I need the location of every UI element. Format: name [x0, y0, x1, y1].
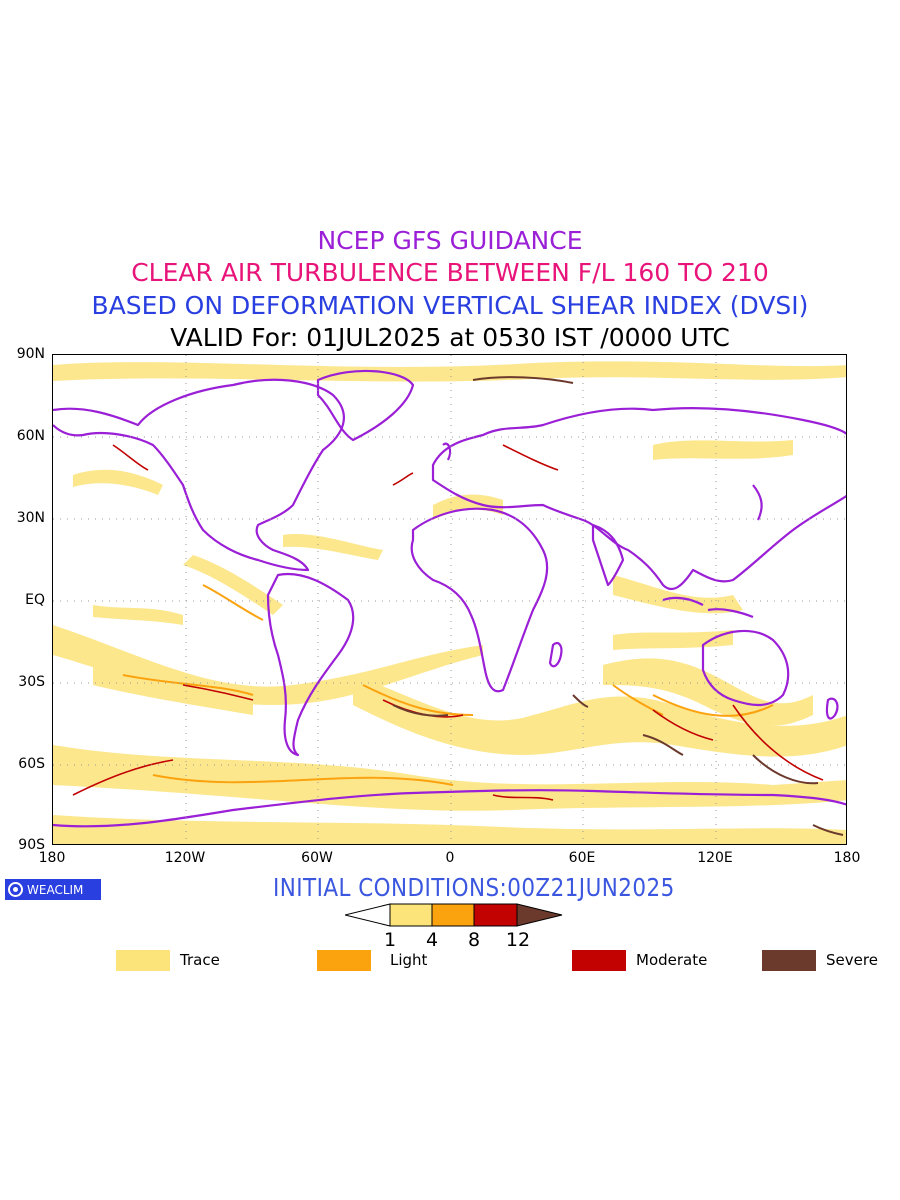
logo-text: WEACLIM — [27, 882, 84, 897]
weaclim-logo-icon — [8, 882, 23, 897]
turbulence-trace-field — [53, 361, 846, 844]
colorbar — [345, 903, 563, 927]
lat-label-90n: 90N — [16, 346, 45, 362]
lon-label-60e: 60E — [568, 850, 596, 866]
initial-conditions: INITIAL CONDITIONS:00Z21JUN2025 — [273, 873, 675, 902]
legend-label-moderate: Moderate — [636, 951, 708, 969]
colorbar-tick-8: 8 — [467, 929, 481, 951]
map-canvas — [53, 355, 846, 844]
lon-label-60w: 60W — [301, 850, 333, 866]
valid-time: VALID For: 01JUL2025 at 0530 IST /0000 U… — [170, 323, 730, 352]
colorbar-segment-white — [345, 903, 391, 927]
colorbar-segment-light — [431, 903, 475, 927]
turbulence-moderate-streaks — [72, 444, 824, 801]
colorbar-tick-4: 4 — [425, 929, 439, 951]
colorbar-tick-1: 1 — [383, 929, 397, 951]
lon-label-0: 0 — [445, 850, 455, 866]
lon-label-120e: 120E — [697, 850, 733, 866]
lon-label-180w: 180 — [38, 850, 66, 866]
legend-swatch-trace — [116, 950, 170, 971]
turbulence-light-streaks — [122, 584, 774, 786]
legend-swatch-moderate — [572, 950, 626, 971]
legend-label-severe: Severe — [826, 951, 878, 969]
legend-label-light: Light — [390, 951, 428, 969]
lat-label-eq: EQ — [25, 592, 45, 608]
legend-swatch-light — [317, 950, 371, 971]
colorbar-tick-12: 12 — [505, 929, 531, 951]
lat-label-60s: 60S — [18, 756, 45, 772]
colorbar-segment-trace — [389, 903, 433, 927]
lat-label-60n: 60N — [16, 428, 45, 444]
lon-label-180e: 180 — [833, 850, 861, 866]
turbulence-severe-streaks — [392, 376, 844, 836]
legend-label-trace: Trace — [180, 951, 220, 969]
lat-label-90s: 90S — [18, 837, 45, 853]
weaclim-logo: WEACLIM — [5, 879, 101, 900]
colorbar-segment-moderate — [473, 903, 518, 927]
lat-label-30n: 30N — [16, 510, 45, 526]
turbulence-map — [52, 354, 847, 845]
title-line-2: CLEAR AIR TURBULENCE BETWEEN F/L 160 TO … — [131, 258, 769, 287]
lat-label-30s: 30S — [18, 674, 45, 690]
legend-swatch-severe — [762, 950, 816, 971]
lon-label-120w: 120W — [164, 850, 206, 866]
title-line-3: BASED ON DEFORMATION VERTICAL SHEAR INDE… — [91, 291, 809, 320]
coastlines — [53, 369, 846, 828]
title-line-1: NCEP GFS GUIDANCE — [317, 226, 583, 255]
colorbar-segment-severe — [516, 903, 563, 927]
graticule — [53, 355, 846, 844]
